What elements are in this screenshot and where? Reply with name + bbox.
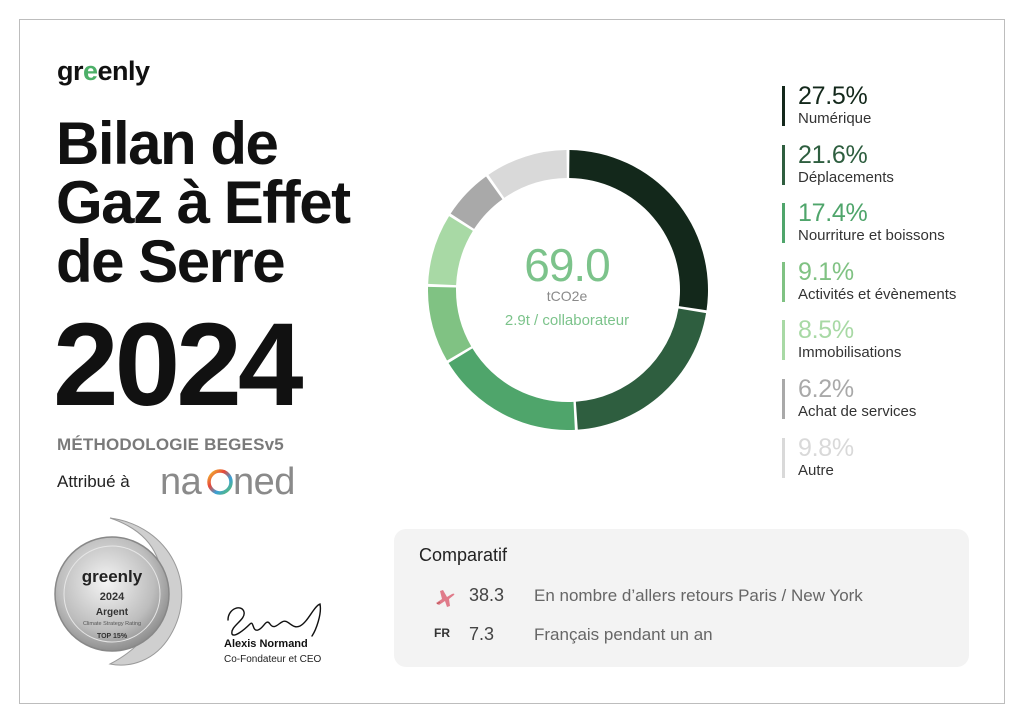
legend-swatch — [782, 86, 785, 126]
title-line-1: Bilan de — [56, 110, 279, 177]
donut-slice-6 — [450, 176, 503, 229]
total-emissions-value: 69.0 — [524, 239, 611, 291]
legend-item: 8.5% Immobilisations — [782, 316, 956, 375]
legend-swatch — [782, 261, 785, 302]
legend-swatch — [782, 378, 785, 419]
badge-level: Argent — [96, 607, 129, 618]
methodology-label: MÉTHODOLOGIE BEGESv5 — [57, 435, 284, 454]
legend-swatch — [782, 144, 785, 185]
naoned-logo-left: na — [160, 461, 203, 503]
badge-year: 2024 — [100, 591, 125, 603]
legend-swatch — [782, 320, 785, 361]
badge-brand: greenly — [82, 567, 143, 586]
legend-percentage: 21.6% — [798, 140, 868, 169]
total-emissions-unit: tCO2e — [546, 288, 588, 304]
legend-percentage: 6.2% — [798, 374, 854, 403]
title-line-3: de Serre — [56, 228, 286, 295]
legend-item: 27.5% Numérique — [782, 82, 956, 141]
legend-percentage: 9.1% — [798, 257, 854, 286]
legend-percentage: 8.5% — [798, 316, 854, 345]
badge-medal-inner — [63, 545, 161, 643]
legend-label: Numérique — [798, 110, 872, 127]
ceo-signature — [227, 603, 322, 637]
signatory-name: Alexis Normand — [224, 638, 308, 650]
comparison-flights-label: En nombre d’allers retours Paris / New Y… — [534, 586, 863, 605]
legend-swatch — [782, 437, 785, 478]
badge-rank: TOP 15% — [97, 633, 128, 640]
france-code-icon: FR — [434, 626, 450, 640]
legend-item: 6.2% Achat de services — [782, 375, 956, 434]
naoned-logo-right: ned — [233, 461, 295, 503]
legend-percentage: 27.5% — [798, 82, 868, 110]
legend-label: Activités et évènements — [798, 285, 957, 303]
comparison-title: Comparatif — [419, 545, 508, 565]
signatory-role: Co-Fondateur et CEO — [224, 654, 322, 665]
donut-slice-5 — [428, 216, 473, 286]
naoned-logo-ring — [207, 469, 233, 495]
legend-label: Immobilisations — [798, 344, 902, 362]
donut-slice-4 — [428, 286, 472, 361]
comparison-french-value: 7.3 — [469, 624, 495, 644]
legend-swatch — [782, 203, 785, 244]
emissions-per-employee: 2.9t / collaborateur — [504, 312, 630, 329]
emissions-donut-chart — [428, 150, 708, 430]
legend-label: Achat de services — [798, 402, 917, 420]
legend-item: 17.4% Nourriture et boissons — [782, 199, 956, 258]
greenly-logo: greenly — [57, 56, 150, 86]
legend-label: Déplacements — [798, 168, 894, 186]
legend-percentage: 17.4% — [798, 199, 868, 228]
comparison-french-label: Français pendant un an — [534, 625, 713, 644]
naoned-logo: na ned — [160, 461, 295, 503]
legend-label: Nourriture et boissons — [798, 227, 945, 245]
report-year: 2024 — [53, 299, 304, 431]
legend-item: 21.6% Déplacements — [782, 141, 956, 200]
legend-item: 9.8% Autre — [782, 434, 956, 493]
legend-label: Autre — [798, 461, 834, 479]
legend-item: 9.1% Activités et évènements — [782, 258, 956, 317]
badge-rating: Climate Strategy Rating — [83, 621, 141, 627]
argent-rating-badge: greenly 2024 Argent Climate Strategy Rat… — [54, 517, 183, 666]
airplane-icon — [434, 587, 460, 610]
report-title: Bilan de Gaz à Effet de Serre — [56, 110, 416, 295]
attributed-label: Attribué à — [57, 472, 130, 491]
chart-legend: 27.5% Numérique 21.6% Déplacements 17.4% Nour… — [782, 82, 956, 492]
donut-slice-3 — [448, 348, 575, 430]
donut-slice-2 — [575, 308, 707, 430]
report-card: greenly Bilan de Gaz à Effet de Serre 20… — [19, 19, 1005, 704]
title-line-2: Gaz à Effet — [56, 169, 351, 236]
legend-percentage: 9.8% — [798, 433, 854, 462]
comparison-panel: Comparatif 38.3 En nombre d’allers retou… — [394, 529, 969, 667]
badge-swoosh — [108, 517, 183, 666]
donut-slice-1 — [569, 150, 708, 311]
comparison-flights-value: 38.3 — [469, 585, 505, 605]
donut-slice-7 — [488, 150, 567, 198]
badge-medal — [54, 536, 170, 652]
